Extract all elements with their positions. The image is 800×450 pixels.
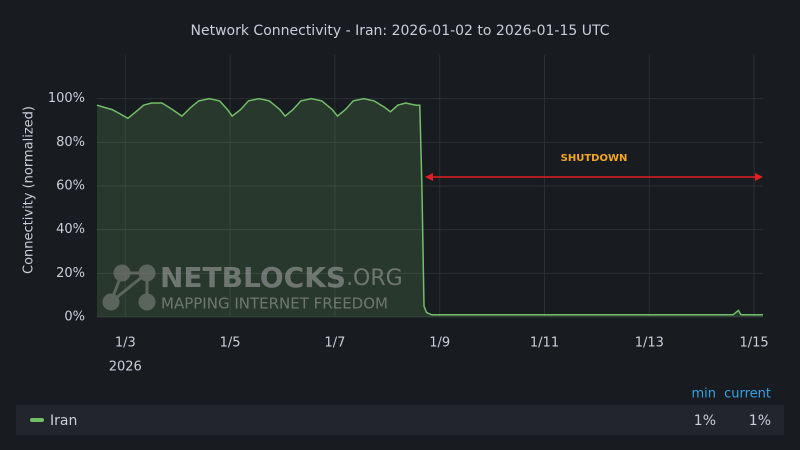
y-tick-label: 100% bbox=[48, 91, 85, 106]
x-tick-label: 1/5 bbox=[220, 336, 241, 351]
watermark-tagline: MAPPING INTERNET FREEDOM bbox=[161, 295, 388, 313]
x-tick-label: 1/9 bbox=[429, 336, 450, 351]
legend-row bbox=[16, 405, 784, 435]
legend-swatch bbox=[30, 418, 44, 422]
x-tick-label: 1/7 bbox=[324, 336, 345, 351]
x-tick-label: 1/13 bbox=[635, 336, 664, 351]
x-tick-label: 1/15 bbox=[739, 336, 768, 351]
watermark-brand: NETBLOCKS.ORG bbox=[160, 261, 403, 294]
x-tick-label: 1/11 bbox=[530, 336, 559, 351]
legend-value: 1% bbox=[694, 413, 716, 429]
watermark-logo bbox=[102, 264, 156, 311]
y-axis-label: Connectivity (normalized) bbox=[22, 106, 37, 274]
y-tick-label: 20% bbox=[56, 266, 85, 281]
series-line bbox=[96, 97, 763, 316]
legend-label: Iran bbox=[50, 413, 77, 429]
chart-title: Network Connectivity - Iran: 2026-01-02 … bbox=[191, 23, 610, 39]
y-tick-label: 60% bbox=[56, 179, 85, 194]
arrow-head bbox=[425, 173, 433, 181]
legend-column-header: current bbox=[724, 387, 771, 402]
annotation-label: SHUTDOWN bbox=[561, 153, 628, 164]
x-tick-label: 1/3 bbox=[115, 336, 136, 351]
arrow-head bbox=[755, 173, 763, 181]
legend-value: 1% bbox=[749, 413, 771, 429]
x-year-label: 2026 bbox=[109, 360, 142, 375]
legend-column-header: min bbox=[691, 387, 716, 402]
y-tick-label: 0% bbox=[64, 310, 85, 325]
watermark: NETBLOCKS.ORG MAPPING INTERNET FREEDOM bbox=[102, 261, 403, 313]
y-tick-label: 40% bbox=[56, 222, 85, 237]
series-area bbox=[97, 98, 763, 317]
y-tick-label: 80% bbox=[56, 135, 85, 150]
